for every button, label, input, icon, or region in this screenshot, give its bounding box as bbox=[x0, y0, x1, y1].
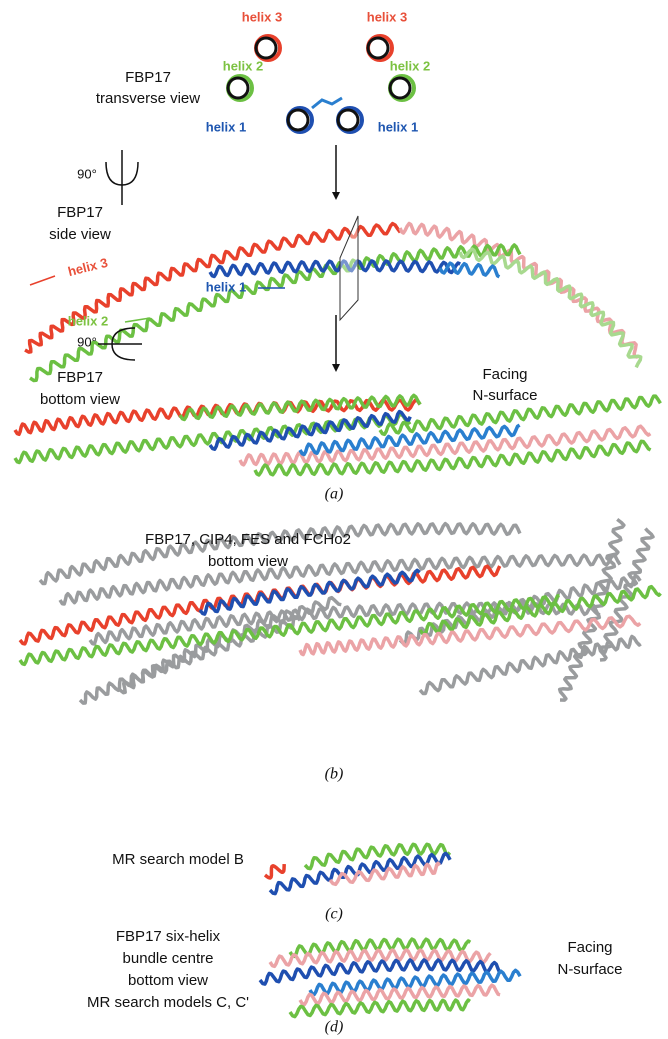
title: FBP17 bbox=[57, 369, 103, 386]
facing-label: Facing bbox=[482, 366, 527, 383]
helix-label: helix 2 bbox=[68, 313, 108, 328]
helix bbox=[265, 864, 284, 878]
ligand bbox=[312, 98, 342, 108]
helix-end bbox=[288, 110, 308, 130]
title: bottom view bbox=[128, 972, 208, 989]
helix-label: helix 1 bbox=[206, 279, 246, 294]
helix bbox=[420, 637, 641, 694]
helix-label: helix 2 bbox=[223, 58, 263, 73]
panel-label: (c) bbox=[325, 906, 343, 923]
helix-label: helix 3 bbox=[242, 9, 282, 24]
arrow-head bbox=[332, 192, 340, 200]
rotation-label: 90° bbox=[77, 166, 97, 181]
helix bbox=[460, 249, 641, 367]
title: FBP17 six-helix bbox=[116, 928, 221, 945]
title: MR search model B bbox=[112, 851, 244, 868]
helix-label: helix 3 bbox=[66, 255, 109, 279]
title: transverse view bbox=[96, 90, 200, 107]
panel-label: (b) bbox=[325, 766, 344, 783]
helix bbox=[400, 224, 638, 358]
helix-arrow bbox=[30, 276, 55, 285]
helix-end bbox=[256, 38, 276, 58]
panel-label: (d) bbox=[325, 1019, 344, 1036]
helix-end bbox=[368, 38, 388, 58]
facing-label: N-surface bbox=[557, 961, 622, 978]
rotation-label: 90° bbox=[77, 334, 97, 349]
helix-label: helix 1 bbox=[206, 119, 246, 134]
title: bundle centre bbox=[123, 950, 214, 967]
title: FBP17 bbox=[57, 204, 103, 221]
title: FBP17, CIP4, FES and FCHo2 bbox=[145, 531, 351, 548]
arrow-head bbox=[332, 364, 340, 372]
helix-end bbox=[338, 110, 358, 130]
panel-label: (a) bbox=[325, 486, 344, 503]
helix-label: helix 2 bbox=[390, 58, 430, 73]
title: bottom view bbox=[40, 391, 120, 408]
helix-label: helix 1 bbox=[378, 119, 418, 134]
helix-end bbox=[390, 78, 410, 98]
helix-label: helix 3 bbox=[367, 9, 407, 24]
artwork bbox=[15, 36, 661, 1017]
title: FBP17 bbox=[125, 69, 171, 86]
title: bottom view bbox=[208, 553, 288, 570]
title: MR search models C, C' bbox=[87, 994, 249, 1011]
facing-label: N-surface bbox=[472, 387, 537, 404]
title: side view bbox=[49, 226, 111, 243]
facing-label: Facing bbox=[567, 939, 612, 956]
helix-end bbox=[228, 78, 248, 98]
figure: FBP17 transverse view helix 3 helix 3 he… bbox=[0, 0, 668, 1039]
